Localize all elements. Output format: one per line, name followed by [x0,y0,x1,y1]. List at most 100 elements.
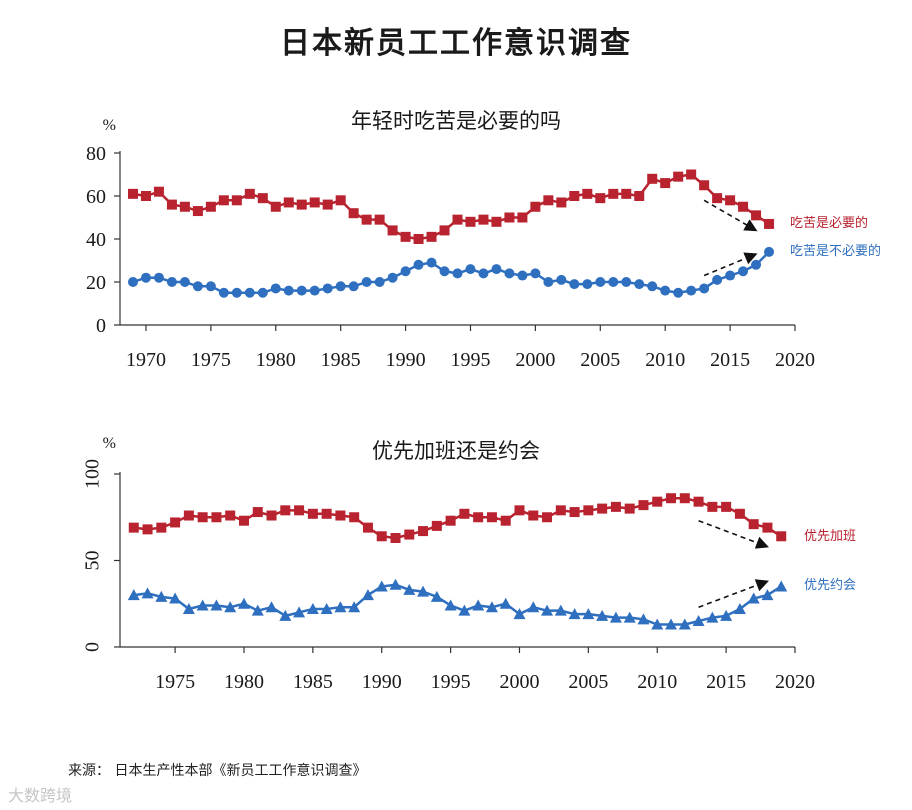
data-point [595,193,606,204]
data-point [452,214,463,225]
trend-arrow [703,199,758,232]
data-point [608,188,619,199]
y-tick-label: 0 [82,642,104,652]
data-point [166,277,177,287]
data-point [335,195,346,206]
data-point [306,602,319,614]
legend-label: 优先约会 [804,578,856,593]
data-point [583,505,594,516]
data-point [361,277,372,287]
x-tick-label: 2015 [710,349,750,371]
data-point [624,503,635,514]
data-point [542,512,553,523]
data-point [582,608,595,620]
data-point [417,585,430,597]
data-point [179,277,190,287]
data-point [478,214,489,225]
x-tick-label: 1980 [256,349,296,371]
data-point [528,510,539,521]
data-point [660,178,671,189]
data-point [418,526,429,537]
data-point [238,515,249,526]
data-point [679,493,690,504]
data-point [237,597,250,609]
data-point [218,287,229,298]
data-point [211,512,222,523]
data-point [430,590,443,602]
data-point [294,505,305,516]
data-point [459,508,470,519]
data-point [692,615,705,627]
data-point [257,287,268,298]
data-point [309,197,320,208]
data-point [764,218,775,229]
data-point [183,510,194,521]
data-point [400,266,411,277]
series-吃苦是必要的: 吃苦是必要的 [127,169,868,244]
data-point [458,604,471,616]
data-point [568,608,581,620]
x-tick-label: 1985 [321,349,361,371]
data-point [334,601,347,613]
data-point [224,601,237,613]
data-point [485,601,498,613]
data-point [140,191,151,201]
data-point [499,597,512,609]
data-point [244,287,255,298]
data-point [747,592,760,604]
data-point [387,225,398,236]
data-point [762,522,773,533]
data-point [426,231,437,242]
data-point [707,501,718,512]
data-point [660,285,671,296]
x-tick-label: 1990 [386,349,426,371]
data-point [473,512,484,523]
data-point [283,197,294,208]
data-point [775,580,788,592]
data-point [554,604,567,616]
data-point [712,274,723,285]
trend-arrow [698,579,769,608]
data-point [569,191,580,201]
data-point [623,611,636,623]
data-point [610,501,621,512]
y-axis-unit: % [103,117,116,134]
data-point [266,510,277,521]
data-point [197,512,208,523]
data-point [712,193,723,204]
data-point [555,505,566,516]
data-point [530,268,541,279]
data-point [556,197,567,208]
data-point [452,268,463,279]
x-tick-label: 1970 [126,349,166,371]
data-point [296,285,307,296]
data-point [527,601,540,613]
data-point [678,618,691,630]
data-point [375,580,388,592]
data-point [634,191,645,201]
x-tick-label: 2005 [568,671,608,693]
chart-title: 年轻时吃苦是必要的吗 [351,109,561,133]
watermark: 大数跨境 [8,786,73,805]
data-point [307,508,318,519]
data-point [637,613,650,625]
x-tick-label: 1990 [362,671,402,693]
data-point [335,510,346,521]
data-point [748,519,759,530]
data-point [128,522,139,533]
data-point [251,604,264,616]
data-point [265,601,278,613]
data-point [776,531,787,542]
y-tick-label: 60 [86,186,106,208]
data-point [517,212,528,223]
data-point [270,283,281,294]
data-point [205,201,216,212]
data-point [140,272,151,283]
data-point [504,268,515,279]
data-point [155,590,168,602]
chart-2: 优先加班还是约会% 0 50 100 1975 1980 1985 1990 1995 2000 2… [82,435,856,693]
data-point [638,500,649,511]
data-point [720,609,733,621]
data-point [500,515,511,526]
